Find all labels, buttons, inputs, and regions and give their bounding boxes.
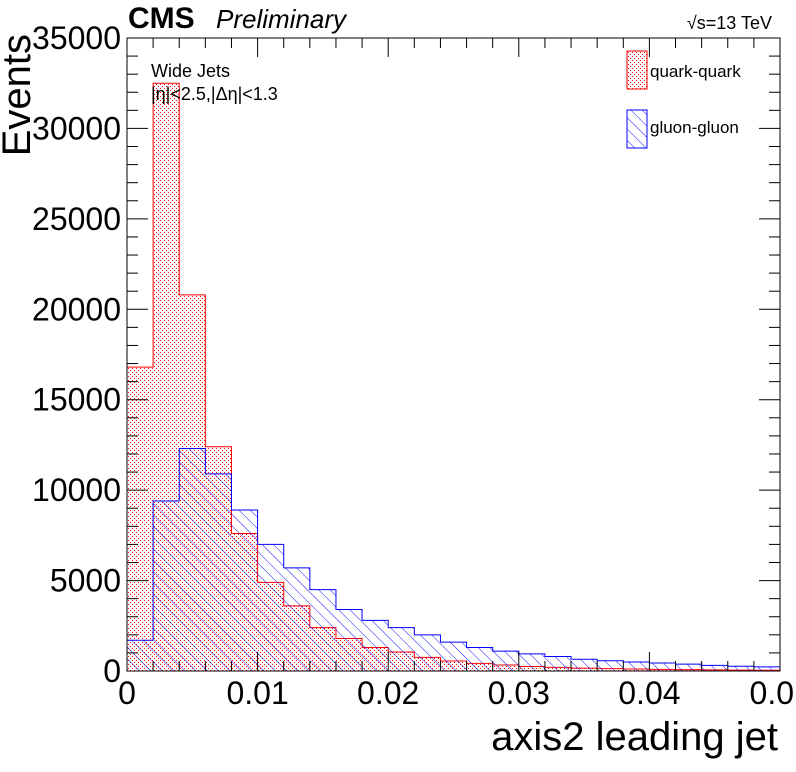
energy-label: √s=13 TeV xyxy=(687,13,772,33)
y-tick-label: 30000 xyxy=(32,110,121,146)
bar-gluon-gluon xyxy=(362,620,389,671)
bar-gluon-gluon xyxy=(388,627,415,671)
energy-value: =13 TeV xyxy=(706,13,772,33)
plot-frame xyxy=(126,37,781,672)
x-tick-label: 0.01 xyxy=(226,675,288,711)
bar-gluon-gluon xyxy=(727,666,754,671)
bar-gluon-gluon xyxy=(466,647,493,671)
bar-gluon-gluon xyxy=(649,663,676,671)
x-axis-title: axis2 leading jet xyxy=(491,715,778,759)
bar-gluon-gluon xyxy=(571,659,598,671)
legend-swatch-quark-quark xyxy=(626,50,648,90)
x-tick-label: 0 xyxy=(118,675,136,711)
bar-gluon-gluon xyxy=(597,660,624,671)
y-tick-label: 0 xyxy=(103,653,121,689)
bar-gluon-gluon xyxy=(283,567,310,671)
y-tick-label: 10000 xyxy=(32,472,121,508)
x-tick-label: 0.0 xyxy=(750,675,794,711)
legend-label-gluon-gluon: gluon-gluon xyxy=(650,118,739,137)
bar-gluon-gluon xyxy=(544,656,572,671)
x-tick-labels: 0 0.01 0.02 0.03 0.04 0.0 xyxy=(118,675,794,711)
bar-gluon-gluon xyxy=(492,651,519,671)
bar-gluon-gluon xyxy=(675,664,702,671)
bar-gluon-gluon xyxy=(440,642,467,671)
annotation-eta-cut: |η|<2.5,|Δη|<1.3 xyxy=(151,84,278,104)
y-tick-label: 35000 xyxy=(32,20,121,56)
sqrt-s: √s xyxy=(687,13,706,33)
bar-gluon-gluon xyxy=(257,544,284,671)
bar-gluon-gluon xyxy=(231,510,258,671)
y-axis-title: Events xyxy=(0,34,39,156)
legend-label-quark-quark: quark-quark xyxy=(650,62,741,81)
legend: quark-quark gluon-gluon xyxy=(626,50,741,149)
bar-gluon-gluon xyxy=(518,653,545,671)
bar-gluon-gluon xyxy=(153,500,180,671)
bar-gluon-gluon xyxy=(414,634,441,671)
bar-gluon-gluon xyxy=(701,665,728,671)
status-label: Preliminary xyxy=(216,4,348,34)
bar-gluon-gluon xyxy=(205,473,232,671)
bar-gluon-gluon xyxy=(335,609,363,671)
x-tick-label: 0.03 xyxy=(488,675,550,711)
x-tick-label: 0.04 xyxy=(618,675,680,711)
bar-gluon-gluon xyxy=(309,589,336,671)
experiment-label: CMS xyxy=(128,2,195,35)
bar-gluon-gluon xyxy=(179,448,206,671)
bar-gluon-gluon xyxy=(127,640,154,671)
series-gluon-gluon xyxy=(126,448,781,671)
y-tick-label: 5000 xyxy=(50,563,121,599)
y-tick-label: 25000 xyxy=(32,201,121,237)
y-tick-labels: 0 5000 10000 15000 20000 25000 30000 35000 xyxy=(32,20,121,689)
y-tick-label: 15000 xyxy=(32,382,121,418)
histogram-bars xyxy=(126,82,781,671)
bar-quark-quark xyxy=(127,367,154,671)
bar-gluon-gluon xyxy=(753,666,780,671)
bar-gluon-gluon xyxy=(623,661,650,671)
annotation-wide-jets: Wide Jets xyxy=(151,61,230,81)
y-tick-label: 20000 xyxy=(32,291,121,327)
x-tick-label: 0.02 xyxy=(357,675,419,711)
legend-swatch-gluon-gluon xyxy=(626,109,648,149)
